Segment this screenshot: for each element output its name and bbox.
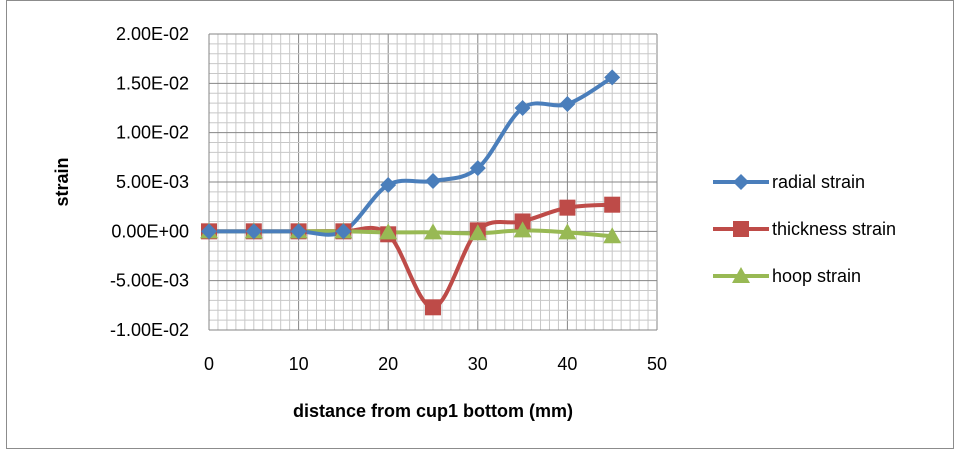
data-point-radial-strain <box>290 223 307 240</box>
data-point-hoop-strain <box>603 227 622 244</box>
data-point-hoop-strain <box>379 223 398 240</box>
legend-marker <box>733 174 749 190</box>
series-line-radial-strain <box>209 75 614 237</box>
x-tick-label: 40 <box>557 354 577 374</box>
legend-label: hoop strain <box>772 266 861 286</box>
data-point-radial-strain <box>514 100 531 116</box>
data-point-hoop-strain <box>424 223 442 240</box>
x-tick-label: 50 <box>647 354 667 374</box>
data-point-thickness-strain <box>425 299 441 316</box>
series-markers <box>200 69 622 316</box>
data-point-radial-strain <box>245 223 262 240</box>
data-point-thickness-strain <box>604 196 621 213</box>
x-tick-label: 10 <box>289 354 309 374</box>
y-axis-title: strain <box>52 157 72 206</box>
data-point-radial-strain <box>425 173 441 190</box>
y-tick-label: 1.50E-02 <box>116 73 189 93</box>
data-point-thickness-strain <box>559 199 576 216</box>
x-tick-label: 0 <box>204 354 214 374</box>
y-tick-label: -5.00E-03 <box>110 271 189 291</box>
data-point-radial-strain <box>380 176 397 193</box>
legend-label: thickness strain <box>772 219 896 239</box>
legend: radial strain thickness strain hoop strain <box>713 172 896 286</box>
data-point-radial-strain <box>604 69 621 86</box>
y-tick-label: 2.00E-02 <box>116 24 189 44</box>
y-tick-label: 1.00E-02 <box>116 123 189 143</box>
axes <box>208 34 657 331</box>
data-point-hoop-strain <box>558 223 577 240</box>
tick-labels: 2.00E-02 1.50E-02 1.00E-02 5.00E-03 0.00E+00… <box>110 24 667 374</box>
series-line-thickness-strain <box>209 202 613 310</box>
data-point-radial-strain <box>201 223 217 240</box>
y-tick-label: 5.00E-03 <box>116 172 189 192</box>
data-point-radial-strain <box>335 223 352 240</box>
legend-marker <box>733 221 749 237</box>
legend-marker <box>732 267 750 283</box>
data-point-hoop-strain <box>468 224 487 241</box>
x-tick-label: 30 <box>468 354 488 374</box>
x-axis-title: distance from cup1 bottom (mm) <box>293 401 573 421</box>
y-tick-label: -1.00E-02 <box>110 320 189 340</box>
data-point-radial-strain <box>559 96 576 113</box>
y-tick-label: 0.00E+00 <box>111 221 189 241</box>
data-point-radial-strain <box>469 160 486 177</box>
series-lines <box>209 75 614 310</box>
x-tick-label: 20 <box>378 354 398 374</box>
data-point-hoop-strain <box>513 221 532 238</box>
legend-label: radial strain <box>772 172 865 192</box>
